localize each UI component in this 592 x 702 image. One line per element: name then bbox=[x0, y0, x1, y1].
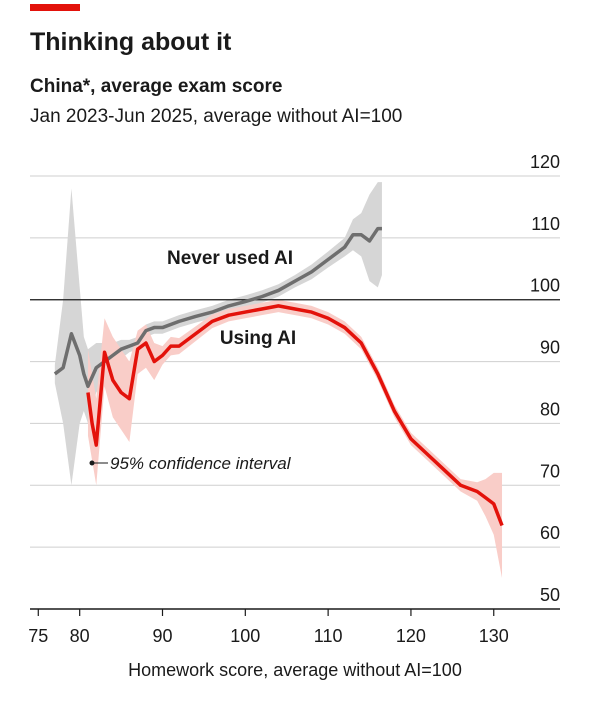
x-tick-label: 90 bbox=[152, 626, 172, 646]
y-tick-label: 70 bbox=[540, 461, 560, 481]
x-tick-label: 110 bbox=[314, 626, 343, 646]
x-tick-label: 75 bbox=[28, 626, 48, 646]
series-line bbox=[53, 226, 382, 389]
series-line bbox=[86, 304, 504, 527]
y-tick-label: 50 bbox=[540, 585, 560, 605]
y-tick-label: 110 bbox=[531, 214, 560, 234]
y-tick-label: 80 bbox=[540, 399, 560, 419]
y-tick-label: 60 bbox=[540, 523, 560, 543]
y-tick-label: 100 bbox=[530, 276, 560, 296]
x-tick-label: 130 bbox=[479, 626, 509, 646]
x-axis-label: Homework score, average without AI=100 bbox=[128, 660, 462, 680]
series-label: Never used AI bbox=[167, 248, 293, 269]
x-tick-label: 80 bbox=[70, 626, 90, 646]
x-tick-label: 100 bbox=[230, 626, 260, 646]
y-tick-label: 90 bbox=[540, 338, 560, 358]
chart-subtitle: China*, average exam score bbox=[30, 76, 282, 97]
annotation: 95% confidence interval bbox=[110, 454, 292, 473]
x-tick-label: 120 bbox=[396, 626, 426, 646]
chart-title: Thinking about it bbox=[30, 28, 232, 56]
chart-subtitle-2: Jan 2023-Jun 2025, average without AI=10… bbox=[30, 106, 402, 127]
series-label: Using AI bbox=[220, 328, 296, 349]
brand-bar bbox=[30, 4, 80, 11]
y-tick-label: 120 bbox=[530, 152, 560, 172]
